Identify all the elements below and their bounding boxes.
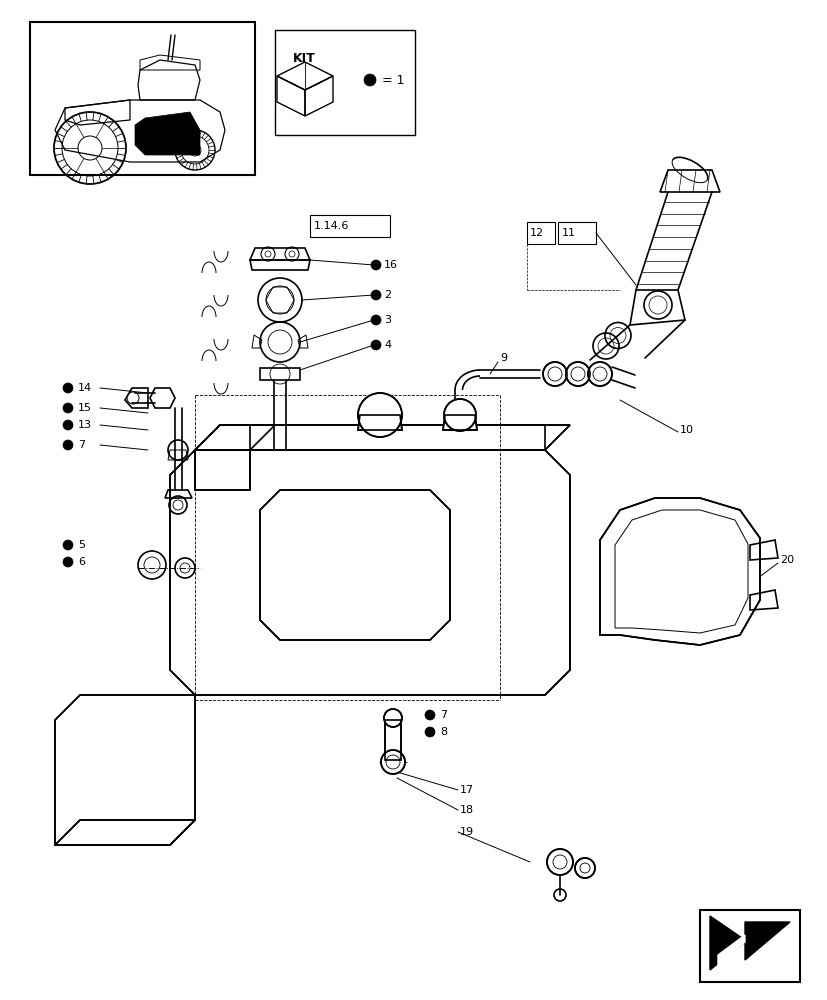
Polygon shape: [250, 425, 544, 450]
Polygon shape: [357, 415, 402, 430]
Bar: [526, 222, 554, 244]
Circle shape: [587, 362, 611, 386]
Circle shape: [574, 858, 595, 878]
Text: 15: 15: [78, 403, 92, 413]
Text: 11: 11: [562, 228, 576, 238]
Text: 6: 6: [78, 557, 85, 567]
Circle shape: [384, 709, 402, 727]
Text: 12: 12: [529, 228, 543, 238]
Circle shape: [63, 383, 73, 393]
Text: 10: 10: [679, 425, 693, 435]
Circle shape: [443, 399, 476, 431]
Text: 7: 7: [78, 440, 85, 450]
Circle shape: [370, 260, 380, 270]
Polygon shape: [260, 490, 449, 640]
Polygon shape: [55, 820, 195, 845]
Text: 1.14.6: 1.14.6: [313, 221, 349, 231]
Polygon shape: [195, 425, 569, 450]
Circle shape: [370, 340, 380, 350]
Text: 5: 5: [78, 540, 85, 550]
Polygon shape: [170, 450, 569, 695]
Circle shape: [380, 750, 404, 774]
Text: KIT: KIT: [293, 52, 315, 65]
Bar: [275, 30, 414, 135]
Polygon shape: [600, 498, 759, 645]
Polygon shape: [709, 916, 789, 970]
Text: 3: 3: [384, 315, 390, 325]
Text: 14: 14: [78, 383, 92, 393]
Circle shape: [547, 849, 572, 875]
Bar: [557, 222, 595, 244]
Polygon shape: [385, 720, 400, 760]
Circle shape: [370, 290, 380, 300]
Polygon shape: [195, 450, 250, 490]
Polygon shape: [717, 935, 744, 965]
Circle shape: [424, 710, 434, 720]
Circle shape: [357, 393, 402, 437]
Circle shape: [63, 540, 73, 550]
Polygon shape: [55, 695, 195, 845]
Text: 18: 18: [460, 805, 474, 815]
Text: = 1: = 1: [381, 74, 404, 87]
Circle shape: [364, 74, 375, 86]
Circle shape: [63, 420, 73, 430]
Text: 9: 9: [500, 353, 506, 363]
Text: 7: 7: [439, 710, 447, 720]
Circle shape: [63, 440, 73, 450]
Text: 8: 8: [439, 727, 447, 737]
Text: 17: 17: [460, 785, 474, 795]
Circle shape: [424, 727, 434, 737]
Text: 16: 16: [384, 260, 398, 270]
Circle shape: [63, 403, 73, 413]
Text: 4: 4: [384, 340, 390, 350]
Text: 19: 19: [460, 827, 474, 837]
Circle shape: [566, 362, 590, 386]
Bar: [699, 910, 799, 982]
Circle shape: [370, 315, 380, 325]
Bar: [309, 215, 390, 237]
Polygon shape: [442, 415, 476, 430]
Polygon shape: [135, 112, 200, 155]
Polygon shape: [195, 425, 275, 450]
Bar: [30, 22, 255, 175]
Circle shape: [63, 557, 73, 567]
Text: 2: 2: [384, 290, 390, 300]
Text: 13: 13: [78, 420, 92, 430]
Circle shape: [543, 362, 566, 386]
Text: 20: 20: [779, 555, 793, 565]
